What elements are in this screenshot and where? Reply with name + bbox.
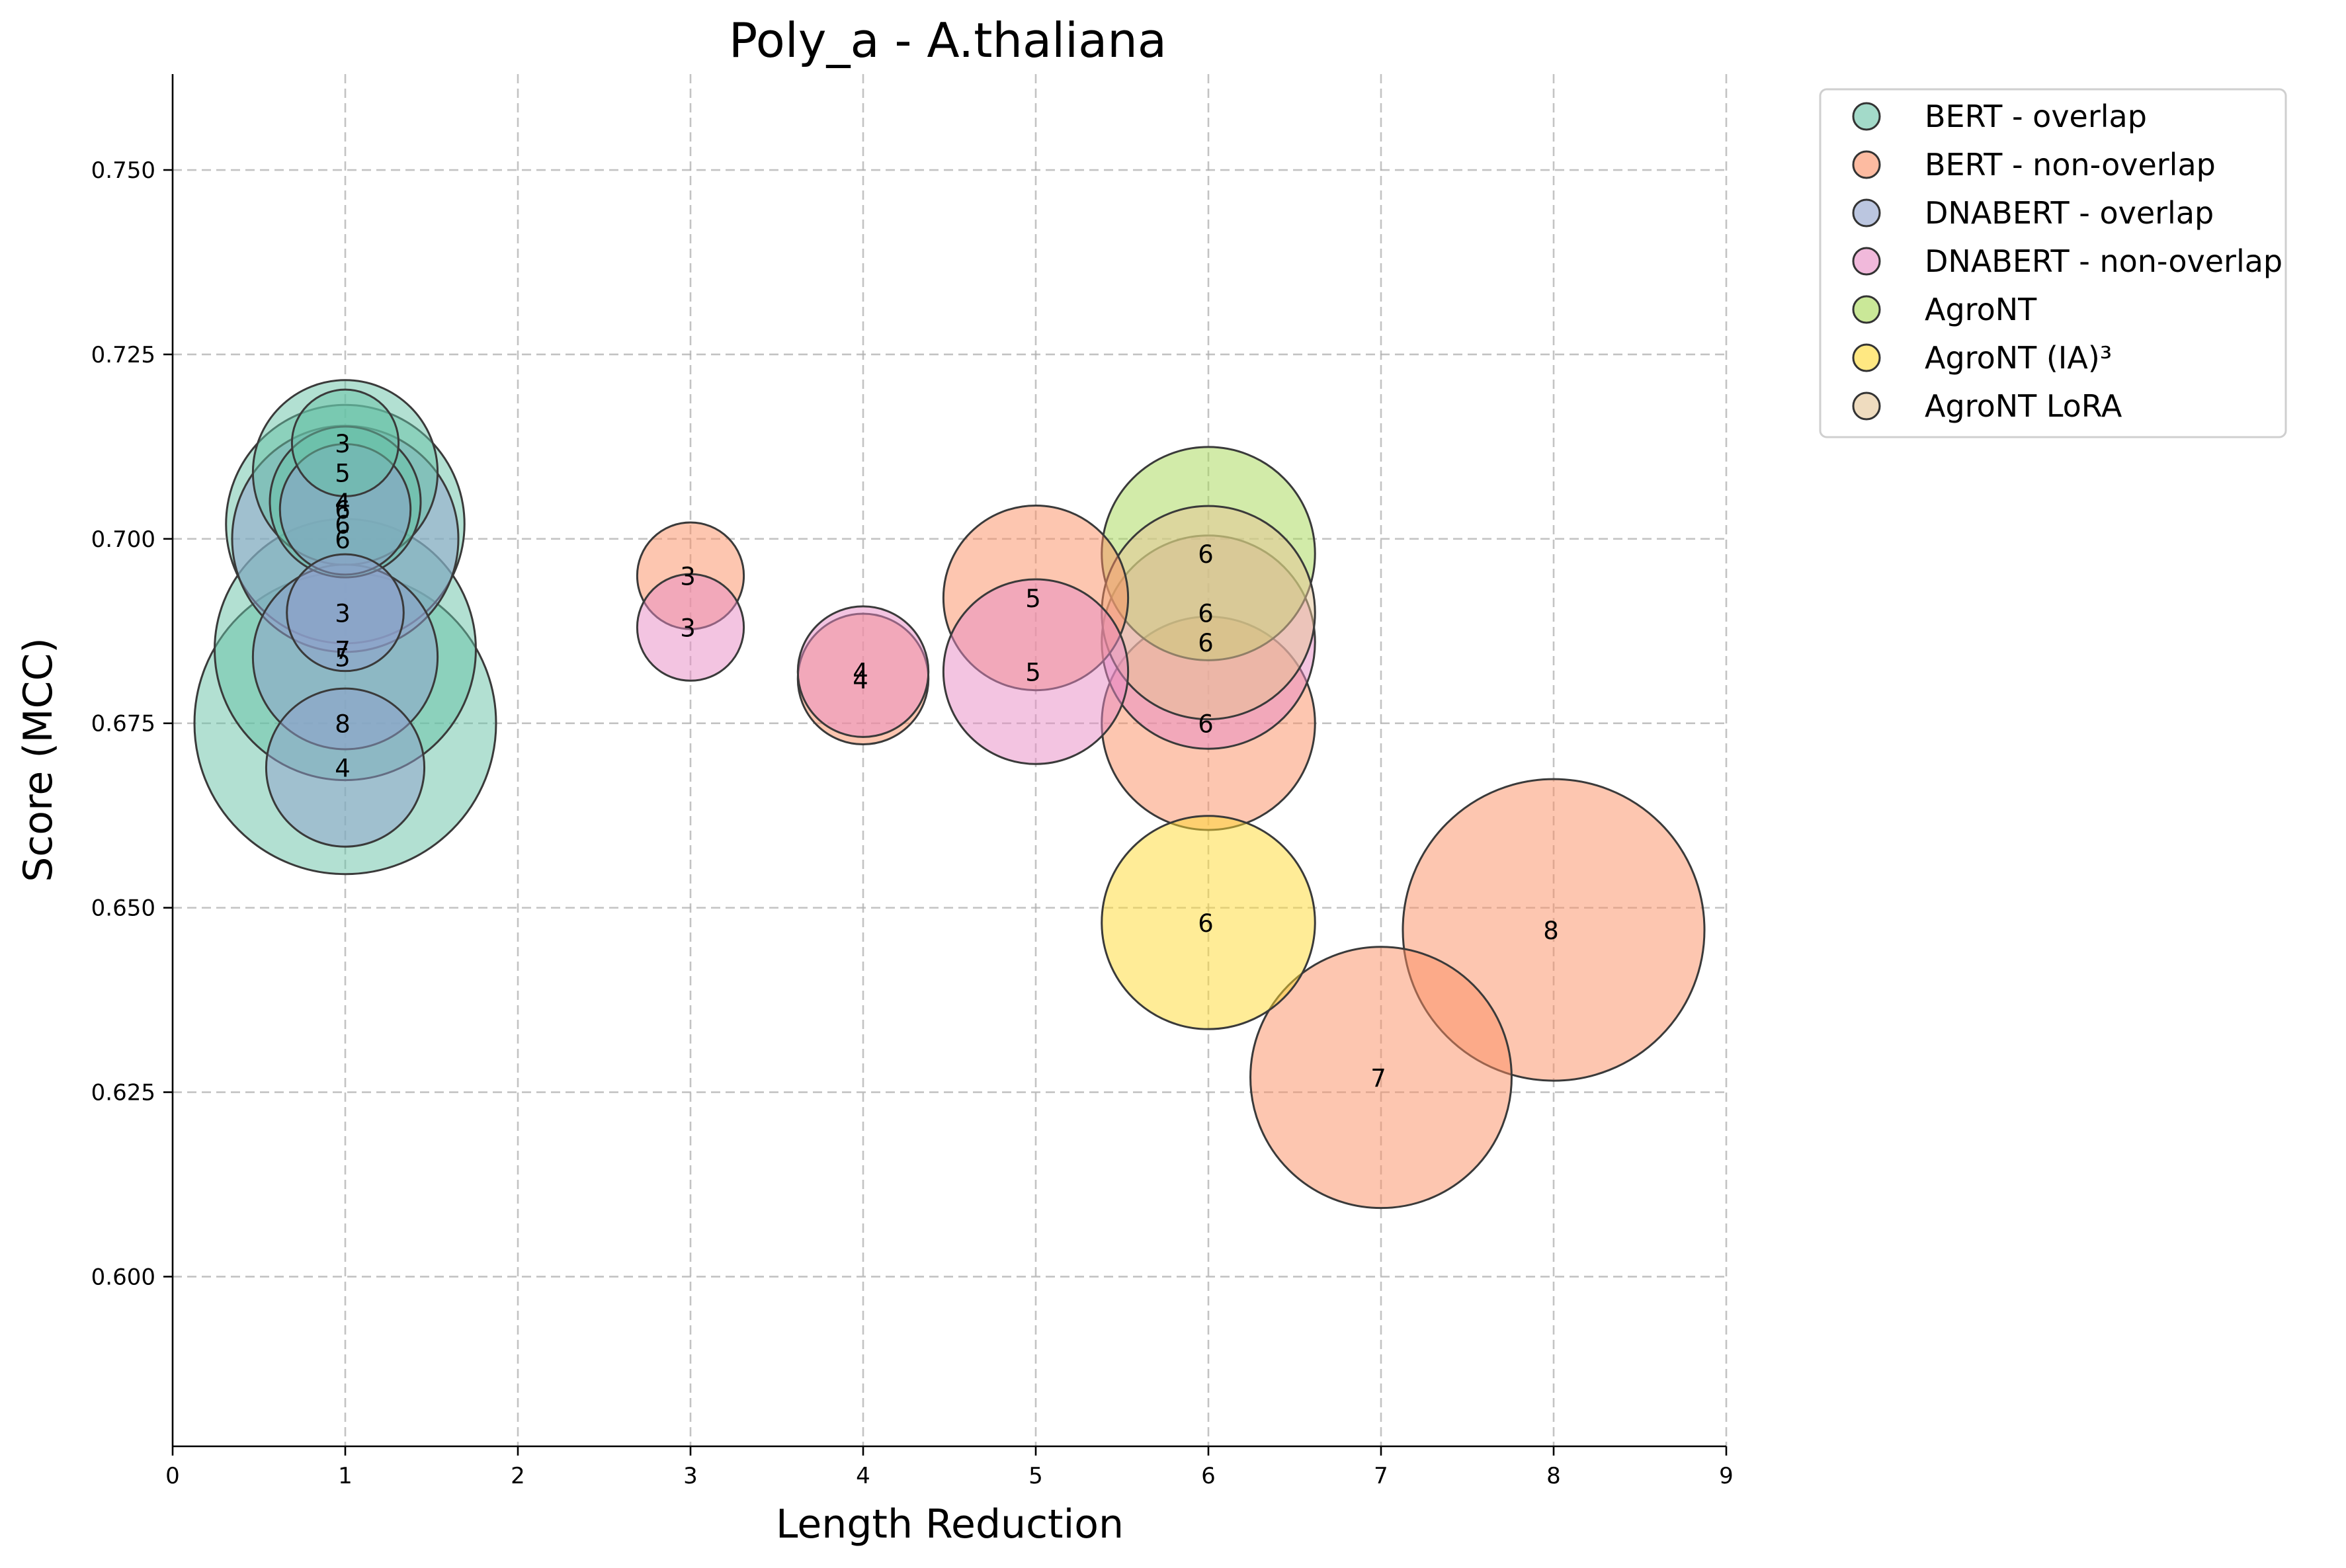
bubble-label: 5 <box>1025 585 1041 613</box>
legend-entry-label: AgroNT (IA)³ <box>1925 340 2112 376</box>
bubble-label: 3 <box>680 563 696 591</box>
bubble-label: 6 <box>1198 540 1214 569</box>
bubble-marker <box>796 605 930 738</box>
bubble-marker <box>942 578 1130 765</box>
x-tick-label: 3 <box>683 1463 698 1489</box>
bubble-label: 3 <box>335 430 351 458</box>
bubble-label: 6 <box>335 511 351 540</box>
bubble-marker <box>286 553 405 673</box>
x-tick-label: 4 <box>856 1463 870 1489</box>
legend-marker <box>1852 198 1881 227</box>
bubble-label: 6 <box>1198 599 1214 628</box>
bubble-label: 3 <box>335 599 351 628</box>
bubble-label: 8 <box>335 710 351 739</box>
x-tick-label: 9 <box>1719 1463 1734 1489</box>
y-tick-label: 0.650 <box>91 895 155 922</box>
legend-frame <box>1819 88 2287 438</box>
legend-entry-label: AgroNT <box>1925 292 2037 327</box>
y-tick-label: 0.725 <box>91 342 155 368</box>
y-tick-label: 0.600 <box>91 1264 155 1290</box>
bubble-label: 6 <box>335 526 351 554</box>
bubble-label: 6 <box>1198 909 1214 938</box>
bubble-label: 4 <box>853 666 868 694</box>
legend-marker <box>1852 343 1881 372</box>
bubble-marker <box>1101 815 1316 1030</box>
legend-marker <box>1852 150 1881 179</box>
bubble-label: 6 <box>1198 629 1214 657</box>
legend-marker <box>1852 392 1881 421</box>
legend-entry-label: BERT - non-overlap <box>1925 147 2216 183</box>
chart-title: Poly_a - A.thaliana <box>729 13 1167 68</box>
legend-marker <box>1852 247 1881 276</box>
x-tick-label: 1 <box>338 1463 353 1489</box>
legend-entry-label: DNABERT - overlap <box>1925 195 2214 231</box>
x-tick-label: 7 <box>1374 1463 1388 1489</box>
bubble-label: 4 <box>335 489 351 517</box>
bubble-label: 4 <box>335 755 351 783</box>
x-tick-label: 0 <box>165 1463 180 1489</box>
legend-entry-label: AgroNT LoRA <box>1925 388 2122 424</box>
y-axis-title: Score (MCC) <box>15 638 62 882</box>
bubble-marker <box>636 573 745 682</box>
y-tick-label: 0.750 <box>91 157 155 184</box>
bubble-label: 6 <box>335 496 351 524</box>
bubble-label: 7 <box>1370 1064 1386 1093</box>
bubbles <box>193 379 1706 1210</box>
bubble-marker <box>265 687 426 848</box>
x-tick-label: 8 <box>1546 1463 1561 1489</box>
legend-marker <box>1852 295 1881 324</box>
legend-marker <box>1852 102 1881 131</box>
grid <box>173 74 1728 1446</box>
bubble-label: 8 <box>1543 917 1559 945</box>
y-tick-label: 0.700 <box>91 526 155 553</box>
bubble-marker <box>290 388 400 497</box>
y-tick-label: 0.675 <box>91 711 155 737</box>
x-tick-label: 2 <box>511 1463 525 1489</box>
axis-ticks: 0 1 2 3 4 5 6 7 8 90.6000.6250.6500.6750.7000.725… <box>91 157 1734 1489</box>
legend: BERT - overlap BERT - non-overlap DNABERT … <box>1819 88 2287 438</box>
bubble-label: 3 <box>680 614 696 643</box>
bubble-label: 5 <box>1025 659 1041 687</box>
x-tick-label: 6 <box>1201 1463 1216 1489</box>
bubble-label: 5 <box>335 459 351 487</box>
x-axis-title: Length Reduction <box>776 1501 1124 1547</box>
bubble-label: 4 <box>853 659 868 687</box>
bubble-marker <box>1249 946 1513 1210</box>
legend-entry-label: DNABERT - non-overlap <box>1925 243 2283 279</box>
bubble-label: 7 <box>335 636 351 665</box>
bubble-label: 5 <box>335 643 351 672</box>
legend-entry-label: BERT - overlap <box>1925 99 2147 134</box>
y-tick-label: 0.625 <box>91 1080 155 1106</box>
x-tick-label: 5 <box>1028 1463 1043 1489</box>
bubble-label: 6 <box>1198 710 1214 739</box>
